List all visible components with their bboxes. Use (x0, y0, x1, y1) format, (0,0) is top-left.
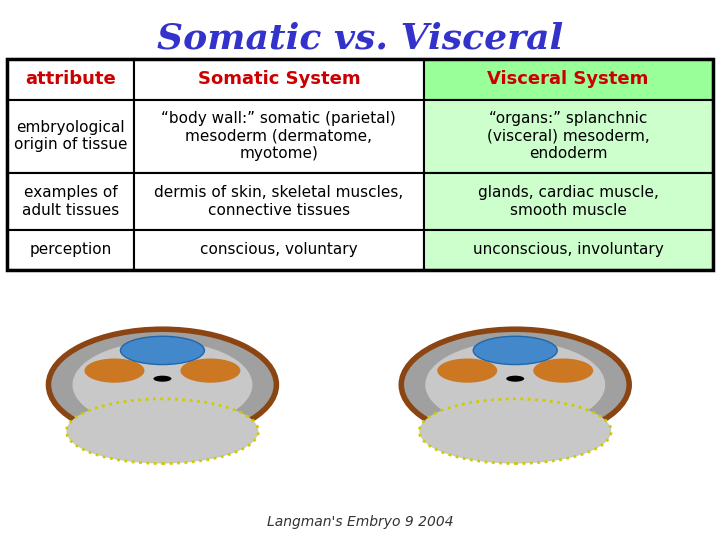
Text: Langman's Embryo 9 2004: Langman's Embryo 9 2004 (266, 515, 454, 529)
Ellipse shape (534, 359, 593, 383)
Bar (423, 173, 713, 230)
Text: perception: perception (30, 242, 112, 258)
Bar (134, 173, 423, 230)
Bar (7, 59, 713, 270)
Bar (7, 99, 134, 173)
Bar (7, 173, 134, 230)
Bar (134, 230, 423, 270)
Circle shape (506, 376, 524, 382)
Ellipse shape (48, 329, 276, 440)
Circle shape (153, 376, 171, 382)
Text: glands, cardiac muscle,
smooth muscle: glands, cardiac muscle, smooth muscle (477, 185, 659, 218)
Text: embryological
origin of tissue: embryological origin of tissue (14, 120, 127, 152)
Ellipse shape (401, 329, 629, 440)
Ellipse shape (73, 341, 253, 428)
Text: “body wall:” somatic (parietal)
mesoderm (dermatome,
myotome): “body wall:” somatic (parietal) mesoderm… (161, 111, 396, 161)
Text: attribute: attribute (25, 70, 116, 89)
Ellipse shape (419, 399, 611, 463)
Text: examples of
adult tissues: examples of adult tissues (22, 185, 120, 218)
Text: dermis of skin, skeletal muscles,
connective tissues: dermis of skin, skeletal muscles, connec… (154, 185, 403, 218)
Ellipse shape (473, 336, 557, 365)
Text: conscious, voluntary: conscious, voluntary (200, 242, 358, 258)
Text: Somatic vs. Visceral: Somatic vs. Visceral (157, 22, 563, 56)
Ellipse shape (437, 359, 498, 383)
Bar (134, 59, 423, 99)
Bar (423, 59, 713, 99)
Bar (7, 230, 134, 270)
Ellipse shape (181, 359, 240, 383)
Text: Visceral System: Visceral System (487, 70, 649, 89)
Bar (7, 59, 134, 99)
Text: Somatic System: Somatic System (197, 70, 360, 89)
Ellipse shape (426, 341, 606, 428)
Bar (423, 99, 713, 173)
Ellipse shape (120, 336, 204, 365)
Ellipse shape (84, 359, 145, 383)
Text: unconscious, involuntary: unconscious, involuntary (473, 242, 664, 258)
Bar (423, 230, 713, 270)
Text: “organs:” splanchnic
(visceral) mesoderm,
endoderm: “organs:” splanchnic (visceral) mesoderm… (487, 111, 649, 161)
Ellipse shape (66, 399, 258, 463)
Bar (134, 99, 423, 173)
